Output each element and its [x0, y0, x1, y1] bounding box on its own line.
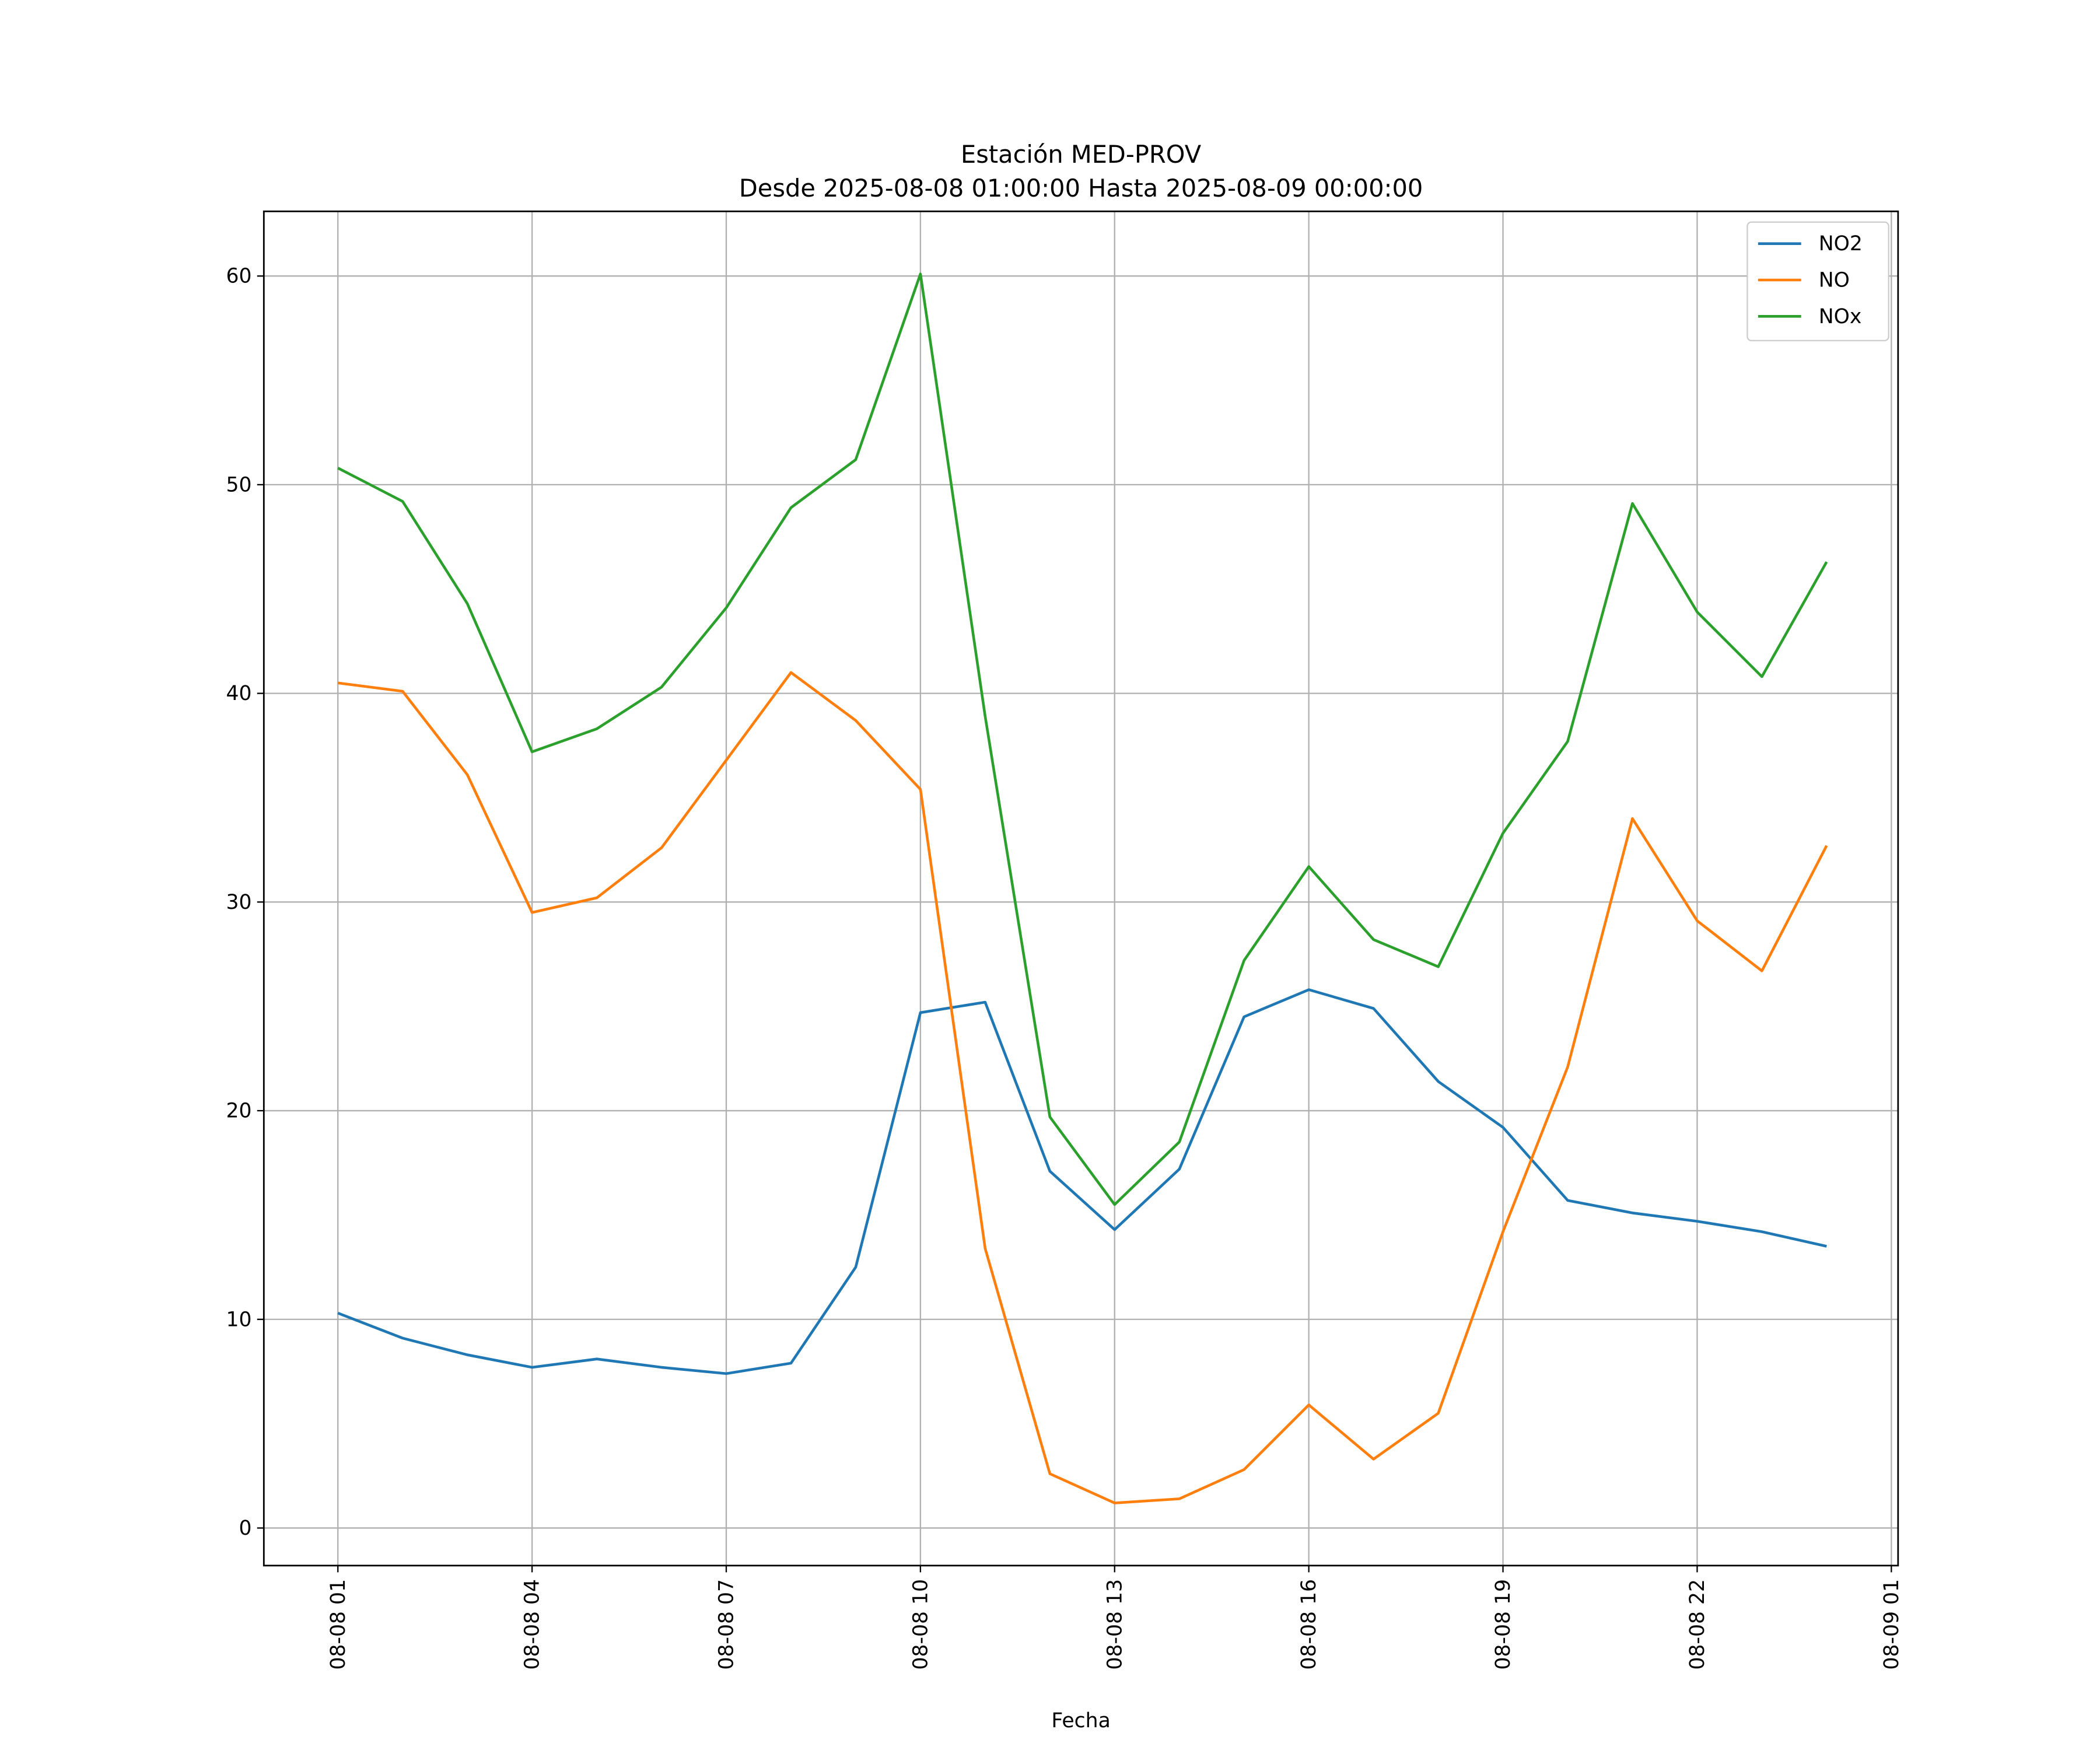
legend-label-no2: NO2 — [1819, 232, 1863, 256]
x-tick-label: 08-08 13 — [1103, 1579, 1126, 1670]
y-tick-label: 40 — [226, 682, 251, 705]
y-tick-label: 10 — [226, 1308, 251, 1331]
plot-frame — [262, 210, 1899, 1567]
y-tick-label: 20 — [226, 1100, 251, 1123]
chart-title: Estación MED-PROV — [961, 140, 1202, 169]
series-lines — [337, 272, 1828, 1504]
x-tick-label: 08-08 19 — [1492, 1579, 1515, 1670]
ticks: 08-08 01 08-08 04 08-08 07 08-08 10 08-08 13… — [226, 265, 1903, 1670]
y-tick-label: 50 — [226, 473, 251, 496]
x-tick-label: 08-08 22 — [1686, 1579, 1709, 1670]
series-line-no2 — [337, 988, 1827, 1376]
x-axis-label: Fecha — [1051, 1709, 1110, 1732]
y-tick-label: 30 — [226, 891, 251, 914]
y-tick-label: 0 — [239, 1517, 252, 1540]
legend-label-nox: NOx — [1819, 305, 1862, 328]
series-line-nox — [337, 272, 1828, 1206]
x-tick-label: 08-08 10 — [909, 1579, 932, 1670]
x-tick-label: 08-08 01 — [327, 1579, 350, 1670]
series-line-no — [337, 671, 1828, 1504]
x-tick-label: 08-08 16 — [1297, 1579, 1321, 1670]
legend-box — [1746, 221, 1889, 341]
legend[interactable]: NO2 NO NOx — [1746, 221, 1889, 341]
x-tick-label: 08-08 04 — [521, 1579, 544, 1670]
chart-subtitle: Desde 2025-08-08 01:00:00 Hasta 2025-08-… — [739, 174, 1423, 202]
x-tick-label: 08-08 07 — [715, 1579, 738, 1670]
y-tick-label: 60 — [226, 265, 251, 288]
grid — [264, 211, 1898, 1566]
legend-label-no: NO — [1819, 269, 1850, 292]
x-tick-label: 08-09 01 — [1880, 1579, 1903, 1670]
